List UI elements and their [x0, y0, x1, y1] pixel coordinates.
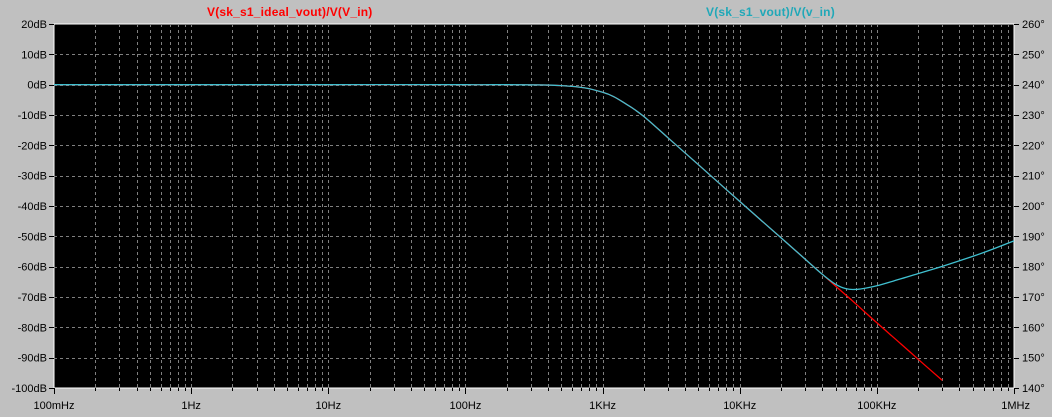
axis-tick-labels: 100mHz 1Hz 10Hz 100Hz 1KHz 10KHz 100KHz 1MHz 20d…	[12, 19, 1045, 412]
axis-ticks	[49, 24, 1019, 394]
y-right-tick-label: 220°	[1022, 140, 1045, 152]
legend-label-ideal-trace[interactable]: V(sk_s1_ideal_vout)/V(V_in)	[207, 5, 373, 19]
series-traces	[54, 83, 1015, 381]
y-right-tick-label: 250°	[1022, 49, 1045, 61]
y-right-tick-label: 240°	[1022, 80, 1045, 92]
y-left-tick-label: 20dB	[21, 19, 47, 31]
series-line-real	[54, 83, 1015, 291]
y-right-tick-label: 160°	[1022, 322, 1045, 334]
y-left-tick-label: -40dB	[18, 201, 47, 213]
y-left-tick-label: -10dB	[18, 110, 47, 122]
x-tick-label: 10Hz	[315, 400, 341, 412]
x-tick-label: 10KHz	[723, 400, 756, 412]
x-tick-label: 100KHz	[857, 400, 896, 412]
y-left-tick-label: -100dB	[12, 383, 47, 395]
y-right-tick-label: 260°	[1022, 19, 1045, 31]
y-right-tick-label: 230°	[1022, 110, 1045, 122]
y-right-tick-label: 210°	[1022, 171, 1045, 183]
x-tick-label: 1KHz	[589, 400, 616, 412]
y-right-tick-label: 200°	[1022, 201, 1045, 213]
x-tick-label: 1MHz	[1001, 400, 1030, 412]
y-left-tick-label: -50dB	[18, 231, 47, 243]
legend-label-real-trace[interactable]: V(sk_s1_vout)/V(v_in)	[706, 5, 835, 19]
y-left-tick-label: -60dB	[18, 262, 47, 274]
y-left-tick-label: 0dB	[27, 80, 47, 92]
y-right-tick-label: 190°	[1022, 231, 1045, 243]
y-left-tick-label: -70dB	[18, 292, 47, 304]
y-left-tick-label: 10dB	[21, 49, 47, 61]
y-left-tick-label: -80dB	[18, 322, 47, 334]
x-tick-label: 100Hz	[450, 400, 482, 412]
x-tick-label: 100mHz	[34, 400, 75, 412]
y-right-tick-label: 140°	[1022, 383, 1045, 395]
y-left-tick-label: -30dB	[18, 171, 47, 183]
x-tick-label: 1Hz	[181, 400, 201, 412]
y-right-tick-label: 150°	[1022, 353, 1045, 365]
y-left-tick-label: -20dB	[18, 140, 47, 152]
y-right-tick-label: 180°	[1022, 262, 1045, 274]
y-left-tick-label: -90dB	[18, 353, 47, 365]
y-right-tick-label: 170°	[1022, 292, 1045, 304]
